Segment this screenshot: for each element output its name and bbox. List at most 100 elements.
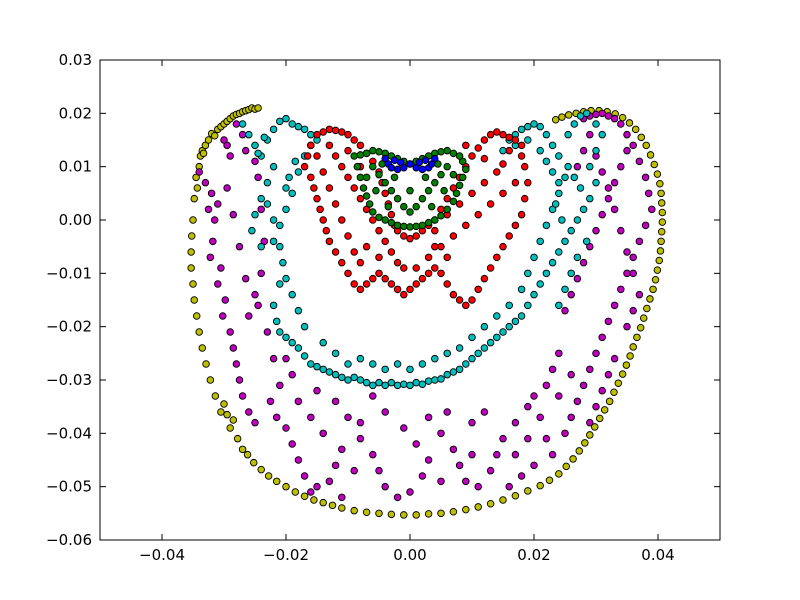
point-s0-78 xyxy=(586,431,594,439)
point-s3-89 xyxy=(375,226,383,235)
point-s1-102 xyxy=(617,120,625,128)
point-s1-62 xyxy=(424,456,433,464)
point-s1-7 xyxy=(206,253,215,262)
point-s1-9 xyxy=(214,280,222,288)
point-s1-126 xyxy=(592,402,600,411)
point-s1-142 xyxy=(468,450,476,459)
point-s2-51 xyxy=(412,378,420,387)
point-s2-126 xyxy=(542,221,551,230)
point-s2-108 xyxy=(344,360,352,368)
point-s1-139 xyxy=(282,354,290,363)
point-s3-112 xyxy=(313,152,321,160)
point-s3-92 xyxy=(393,258,402,267)
point-s0-33 xyxy=(198,344,207,352)
point-s0-89 xyxy=(633,333,641,342)
point-s1-135 xyxy=(381,408,389,416)
point-s4-65 xyxy=(406,186,414,195)
point-s4-17 xyxy=(437,211,445,220)
y-tick-label: −0.05 xyxy=(46,478,92,496)
point-s4-0 xyxy=(350,152,358,160)
point-s4-11 xyxy=(400,222,408,231)
point-s2-2 xyxy=(251,141,259,150)
point-s2-21 xyxy=(282,205,290,214)
x-tick-label: −0.02 xyxy=(263,546,309,564)
point-s3-49 xyxy=(344,269,352,278)
point-s3-123 xyxy=(505,146,513,155)
point-s2-45 xyxy=(375,378,383,387)
point-s2-70 xyxy=(530,290,538,299)
point-s3-35 xyxy=(511,136,520,144)
point-s0-122 xyxy=(551,115,560,124)
point-s1-157 xyxy=(617,226,625,235)
point-s1-112 xyxy=(604,194,613,203)
point-s1-74 xyxy=(511,418,520,427)
point-s1-148 xyxy=(555,392,563,400)
point-s3-23 xyxy=(437,205,445,214)
point-s2-93 xyxy=(570,120,579,128)
point-s3-74 xyxy=(499,242,507,251)
point-s1-106 xyxy=(592,110,600,119)
point-s1-41 xyxy=(288,440,296,448)
point-s2-36 xyxy=(319,365,327,374)
point-s1-25 xyxy=(220,136,228,144)
point-s3-76 xyxy=(511,221,520,230)
point-s2-87 xyxy=(530,120,538,128)
point-s1-154 xyxy=(598,168,606,176)
point-s1-28 xyxy=(241,146,250,155)
point-s0-25 xyxy=(254,104,262,112)
point-s2-58 xyxy=(455,365,464,374)
point-s1-23 xyxy=(226,152,234,160)
point-s1-100 xyxy=(629,141,637,150)
point-s2-105 xyxy=(555,301,563,310)
point-s3-120 xyxy=(462,141,470,150)
point-s3-52 xyxy=(362,280,371,288)
point-s0-82 xyxy=(605,397,614,406)
point-s4-56 xyxy=(440,186,448,195)
series-0 xyxy=(187,104,667,519)
point-s1-17 xyxy=(245,408,253,416)
point-s4-43 xyxy=(375,170,383,179)
point-s0-68 xyxy=(499,496,507,504)
point-s2-81 xyxy=(570,173,579,182)
point-s2-18 xyxy=(257,242,265,251)
point-s4-27 xyxy=(443,146,451,155)
point-s1-132 xyxy=(480,408,489,416)
point-s2-148 xyxy=(551,200,560,208)
point-s3-72 xyxy=(486,264,495,272)
point-s1-63 xyxy=(412,440,420,448)
point-s4-46 xyxy=(393,194,402,203)
point-s2-56 xyxy=(443,370,451,379)
point-s2-107 xyxy=(331,349,340,358)
point-s1-84 xyxy=(573,397,582,406)
point-s3-29 xyxy=(474,144,482,152)
point-s1-73 xyxy=(499,434,507,443)
point-s2-115 xyxy=(431,354,439,363)
point-s4-25 xyxy=(455,152,464,160)
point-s3-31 xyxy=(486,130,495,139)
point-s1-82 xyxy=(561,429,569,438)
point-s0-70 xyxy=(524,487,532,495)
point-s2-118 xyxy=(468,333,476,342)
point-s3-42 xyxy=(313,194,321,203)
point-s4-10 xyxy=(393,221,402,230)
point-s1-149 xyxy=(567,370,575,379)
point-s1-67 xyxy=(449,445,458,454)
point-s1-49 xyxy=(319,429,327,438)
point-s2-62 xyxy=(480,344,489,352)
point-s4-38 xyxy=(375,147,383,156)
point-s0-61 xyxy=(412,511,420,519)
y-tick-label: −0.03 xyxy=(46,371,92,389)
point-s0-30 xyxy=(190,296,198,304)
point-s2-110 xyxy=(369,360,377,368)
point-s1-42 xyxy=(294,456,303,464)
point-s2-14 xyxy=(263,178,272,187)
point-s2-128 xyxy=(555,189,563,198)
point-s0-53 xyxy=(319,498,327,507)
point-s2-134 xyxy=(276,242,284,251)
point-s0-29 xyxy=(189,280,197,288)
point-s3-0 xyxy=(313,130,321,139)
point-s3-61 xyxy=(418,274,427,283)
point-s2-97 xyxy=(598,130,606,139)
point-s2-85 xyxy=(542,130,551,139)
point-s4-4 xyxy=(362,192,371,200)
